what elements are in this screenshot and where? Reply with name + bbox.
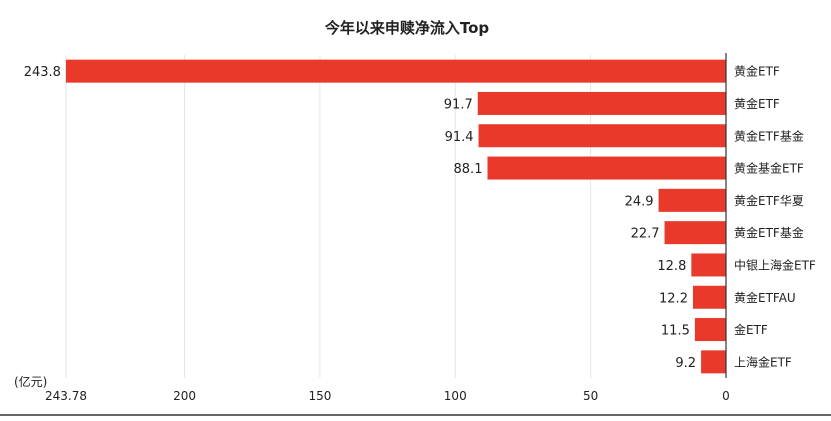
data-label: 9.2	[675, 356, 696, 371]
category-label: 黄金ETFAU	[734, 290, 796, 305]
bar	[664, 221, 726, 245]
data-label: 243.8	[24, 65, 61, 80]
category-label: 金ETF	[734, 322, 768, 337]
data-label: 24.9	[625, 194, 654, 209]
x-tick-label: 0	[722, 389, 730, 403]
bar	[65, 59, 726, 83]
category-label: 中银上海金ETF	[734, 257, 816, 272]
x-tick-labels: 243.78 200 150 100 50 0	[45, 389, 730, 403]
category-label: 黄金ETF	[734, 64, 780, 79]
category-label: 黄金ETF华夏	[734, 193, 804, 208]
x-tick-label: 150	[308, 389, 331, 403]
bar	[691, 253, 726, 277]
bar	[692, 285, 726, 309]
data-label: 12.8	[657, 259, 686, 274]
category-label: 黄金ETF基金	[734, 128, 804, 143]
category-label: 黄金ETF基金	[734, 225, 804, 240]
bar	[701, 350, 726, 374]
bar	[487, 156, 726, 180]
bar	[478, 124, 726, 148]
bar	[694, 318, 726, 342]
x-tick-label: 200	[173, 389, 196, 403]
data-label: 11.5	[661, 324, 690, 339]
category-label: 上海金ETF	[734, 354, 792, 369]
bar	[658, 188, 726, 212]
category-label: 黄金ETF	[734, 96, 780, 111]
data-label: 22.7	[631, 227, 660, 242]
data-labels: 243.8 91.7 91.4 88.1 24.9 22.7 12.8 12.2 11.5 9.2	[24, 65, 696, 371]
category-label: 黄金基金ETF	[734, 161, 804, 176]
unit-label: (亿元)	[14, 374, 47, 389]
chart-title: 今年以来申赎净流入Top	[324, 19, 490, 37]
data-label: 91.7	[444, 97, 473, 112]
x-tick-label: 243.78	[45, 389, 87, 403]
bars	[65, 59, 726, 374]
x-tick-label: 100	[444, 389, 467, 403]
bar	[477, 91, 726, 115]
data-label: 91.4	[445, 130, 474, 145]
data-label: 12.2	[659, 291, 688, 306]
data-label: 88.1	[454, 162, 483, 177]
x-tick-label: 50	[583, 389, 598, 403]
